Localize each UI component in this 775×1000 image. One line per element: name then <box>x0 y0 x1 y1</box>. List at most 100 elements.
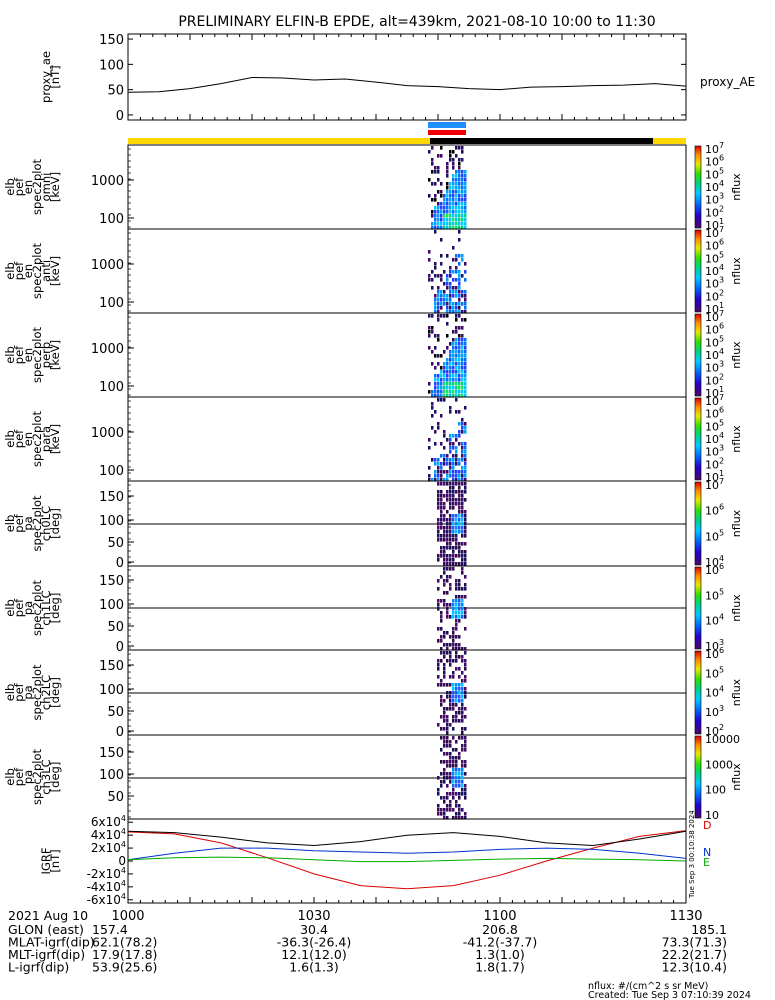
panel-frame-anti <box>127 228 687 314</box>
colorbar-tick-label: 105 <box>705 528 724 543</box>
spectrogram-cell <box>446 218 449 222</box>
spectrogram-cell <box>455 711 458 715</box>
spectrogram-cell <box>452 370 455 374</box>
spectrogram-cell <box>440 575 443 579</box>
spectrogram-cell <box>452 760 455 764</box>
spectrogram-cell <box>464 394 467 398</box>
spectrogram-cell <box>464 627 467 631</box>
panel-frame-igrf <box>127 818 687 904</box>
spectrogram-cell <box>446 438 449 442</box>
spectrogram-cell <box>449 490 452 494</box>
spectrogram-cell <box>434 386 437 390</box>
spectrogram-cell <box>455 615 458 619</box>
spectrogram-cell <box>464 736 467 740</box>
spectrogram-cell <box>458 546 461 550</box>
spectrogram-cell <box>458 282 461 286</box>
spectrogram-cell <box>446 458 449 462</box>
spectrogram-cell <box>461 178 464 182</box>
spectrogram-cell <box>458 502 461 506</box>
spectrogram-cell <box>452 378 455 382</box>
spectrogram-cell <box>458 270 461 274</box>
spectrogram-cell <box>461 780 464 784</box>
spectrogram-cell <box>428 314 431 318</box>
spectrogram-cell <box>449 410 452 414</box>
spectrogram-cell <box>449 691 452 695</box>
spectrogram-cell <box>443 744 446 748</box>
spectrogram-cell <box>455 635 458 639</box>
spectrogram-cell <box>458 230 461 234</box>
spectrogram-cell <box>443 727 446 731</box>
spectrogram-cell <box>452 599 455 603</box>
spectrogram-cell <box>440 647 443 651</box>
spectrogram-cell <box>464 386 467 390</box>
legend-proxy-ae: proxy_AE <box>700 75 755 89</box>
spectrogram-cell <box>431 326 434 330</box>
spectrogram-cell <box>458 603 461 607</box>
footer-row-value: 30.4 <box>300 922 328 937</box>
spectrogram-cell <box>464 454 467 458</box>
colorbar-tick-label: 107 <box>705 309 724 324</box>
spectrogram-cell <box>437 154 440 158</box>
spectrogram-cell <box>455 366 458 370</box>
spectrogram-cell <box>431 146 434 150</box>
spectrogram-cell <box>464 659 467 663</box>
spectrogram-cell <box>431 426 434 430</box>
spectrogram-cell <box>446 302 449 306</box>
spectrogram-cell <box>452 202 455 206</box>
spectrogram-cell <box>452 466 455 470</box>
colorbar-tick-label: 103 <box>705 276 724 291</box>
colorbar-tick-label: 107 <box>705 393 724 408</box>
spectrogram-cell <box>461 518 464 522</box>
spectrogram-cell <box>434 382 437 386</box>
spectrogram-cell <box>461 258 464 262</box>
spectrogram-cell <box>452 374 455 378</box>
spectrogram-cell <box>461 506 464 510</box>
footer-row-value: 22.2(21.7) <box>662 947 727 962</box>
spectrogram-cell <box>455 691 458 695</box>
spectrogram-cell <box>455 651 458 655</box>
spectrogram-cell <box>458 346 461 350</box>
spectrogram-cell <box>461 587 464 591</box>
spectrogram-cell <box>464 218 467 222</box>
spectrogram-cell <box>449 342 452 346</box>
spectrogram-cell <box>464 374 467 378</box>
spectrogram-cell <box>449 182 452 186</box>
spectrogram-cell <box>437 538 440 542</box>
spectrogram-cell <box>455 538 458 542</box>
ytick-label: 150 <box>99 33 124 48</box>
spectrogram-cell <box>464 587 467 591</box>
spectrogram-cell <box>452 486 455 490</box>
spectrogram-cell <box>443 683 446 687</box>
spectrogram-cell <box>443 374 446 378</box>
spectrogram-cell <box>452 174 455 178</box>
spectrogram-cell <box>458 218 461 222</box>
spectrogram-cell <box>443 366 446 370</box>
spectrogram-cell <box>443 562 446 566</box>
spectrogram-cell <box>455 398 458 402</box>
spectrogram-cell <box>446 254 449 258</box>
spectrogram-cell <box>458 274 461 278</box>
spectrogram-cell <box>464 182 467 186</box>
spectrogram-cell <box>437 494 440 498</box>
spectrogram-cell <box>455 740 458 744</box>
spectrogram-cell <box>443 222 446 226</box>
spectrogram-cell <box>437 302 440 306</box>
spectrogram-cell <box>449 723 452 727</box>
spectrogram-cell <box>464 748 467 752</box>
spectrogram-cell <box>458 655 461 659</box>
spectrogram-cell <box>458 812 461 816</box>
spectrogram-cell <box>461 498 464 502</box>
spectrogram-cell <box>452 182 455 186</box>
spectrogram-cell <box>443 736 446 740</box>
spectrogram-cell <box>455 667 458 671</box>
zlabel-perp: nflux <box>730 341 743 369</box>
spectrogram-cell <box>455 310 458 314</box>
spectrogram-cell <box>443 494 446 498</box>
spectrogram-cell <box>458 334 461 338</box>
spectrogram-cell <box>440 474 443 478</box>
colorbar-tick-label: 10 <box>705 809 719 822</box>
spectrogram-cell <box>440 736 443 740</box>
colorbar-ch0LC <box>695 482 701 565</box>
spectrogram-cell <box>449 615 452 619</box>
spectrogram-cell <box>458 486 461 490</box>
